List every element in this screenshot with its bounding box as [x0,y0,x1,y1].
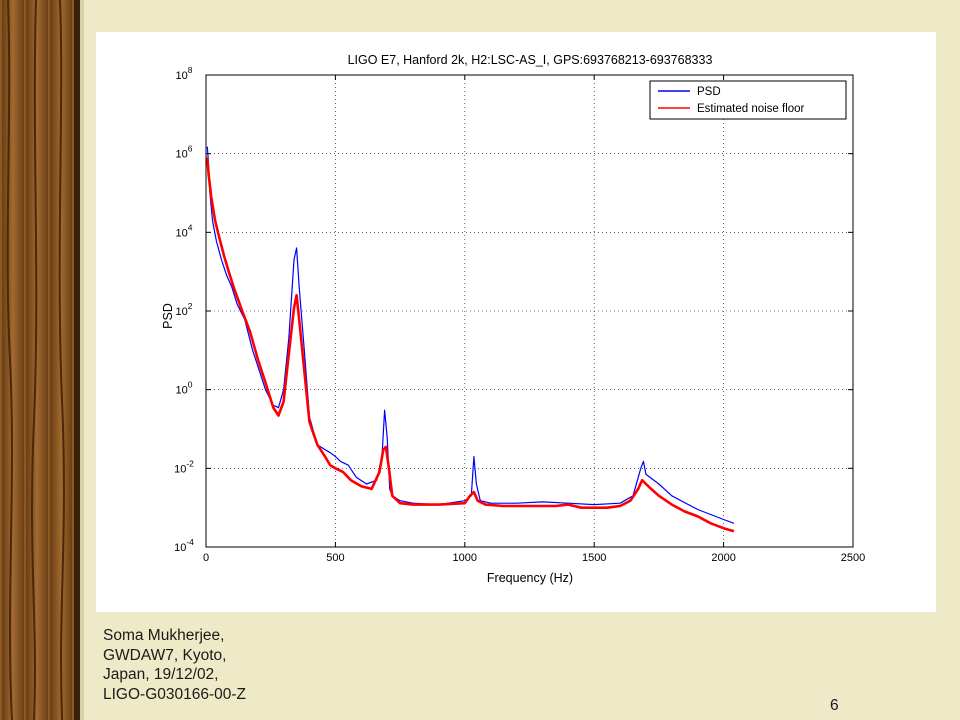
legend-label-psd: PSD [697,86,721,98]
psd-series-line [206,146,735,524]
x-tick-label: 0 [203,552,209,564]
tick-layer: 0 500 1000 1500 2000 2500 108 106 104 102 100 10-2 1… [174,65,865,564]
y-tick-label: 104 [176,222,193,239]
x-tick-label: 1000 [453,552,477,564]
footer-line: LIGO-G030166-00-Z [103,685,247,703]
legend-label-noise-floor: Estimated noise floor [697,103,805,115]
y-tick-label: 102 [176,301,193,318]
legend-box [649,80,847,120]
figure-panel: LIGO E7, Hanford 2k, H2:LSC-AS_I, GPS:69… [96,32,936,612]
x-tick-label: 1500 [582,552,606,564]
series-layer [206,146,735,533]
footer-line: Japan, 19/12/02, [103,666,219,683]
footer-credit: Soma Mukherjee, GWDAW7, Kyoto, Japan, 19… [103,626,293,704]
plot-frame [206,75,853,547]
x-tick-label: 500 [326,552,344,564]
grid [206,75,853,547]
chart-title: LIGO E7, Hanford 2k, H2:LSC-AS_I, GPS:69… [348,53,713,67]
y-tick-label: 10-2 [174,458,194,475]
legend: PSD Estimated noise floor [649,80,847,120]
estimated-noise-floor-series-line [206,157,735,533]
wood-panel-decoration [0,0,80,720]
footer-line: Soma Mukherjee, [103,627,225,644]
y-tick-label: 108 [176,65,193,82]
x-tick-label: 2000 [711,552,735,564]
x-tick-label: 2500 [841,552,865,564]
y-tick-label: 100 [176,380,193,397]
slide-divider [80,0,84,720]
page-number: 6 [830,697,839,714]
y-axis-label: PSD [161,303,175,329]
x-axis-label: Frequency (Hz) [487,571,573,585]
y-tick-label: 106 [176,144,193,161]
y-tick-label: 10-4 [174,537,194,554]
footer-line: GWDAW7, Kyoto, [103,646,227,664]
psd-chart: LIGO E7, Hanford 2k, H2:LSC-AS_I, GPS:69… [161,53,865,585]
